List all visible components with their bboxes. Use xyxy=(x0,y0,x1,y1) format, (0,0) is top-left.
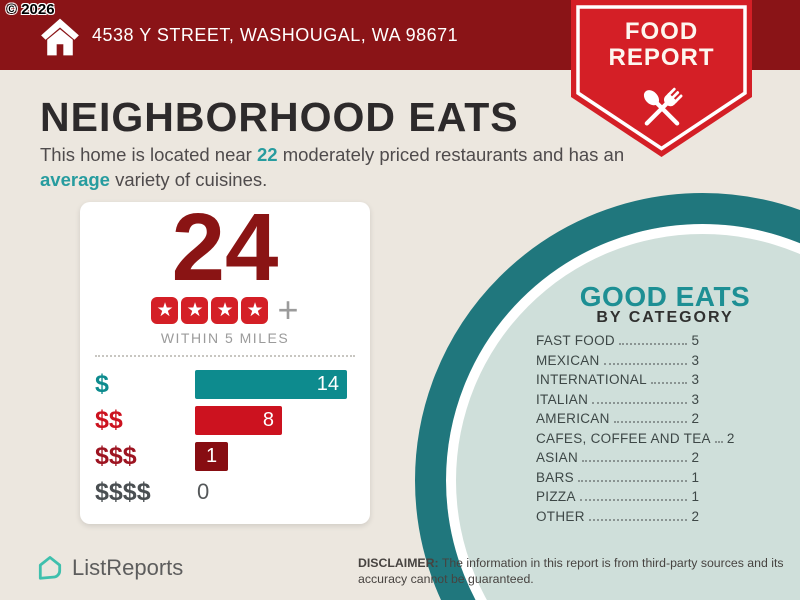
category-label: ITALIAN xyxy=(536,391,589,407)
food-report-badge: FOOD REPORT xyxy=(571,0,752,157)
category-row: MEXICAN 3 xyxy=(536,352,699,368)
category-row: PIZZA 1 xyxy=(536,490,699,504)
intro-post: variety of cuisines. xyxy=(115,168,268,190)
listreports-house-icon xyxy=(38,556,62,580)
category-count: 2 xyxy=(691,508,699,524)
category-row: FAST FOOD 5 xyxy=(536,334,699,348)
category-label: AMERICAN xyxy=(536,411,610,426)
radius-note: WITHIN 5 MILES xyxy=(160,330,290,346)
bar-fill: 1 xyxy=(195,441,228,471)
category-label: ASIAN xyxy=(536,450,579,465)
dotted-leader xyxy=(588,518,688,521)
bar-zone: 8 xyxy=(195,405,355,435)
category-count: 3 xyxy=(691,372,699,387)
price-bar-row: $$ 8 xyxy=(95,402,355,438)
category-label: INTERNATIONAL xyxy=(536,372,647,387)
page-title: NEIGHBORHOOD EATS xyxy=(40,94,519,140)
category-row: ASIAN 2 xyxy=(536,451,699,465)
intro-pre: This home is located near xyxy=(40,144,252,165)
category-count: 3 xyxy=(691,352,699,368)
disclaimer-label: DISCLAIMER: xyxy=(358,556,439,570)
category-label: PIZZA xyxy=(536,489,576,504)
restaurant-stat-card: 24 ★ ★ ★ ★ + WITHIN 5 MILES $14 $$ 8 $$$ 1 $$$$ 0 xyxy=(80,194,370,524)
price-tier-label: $$$ xyxy=(95,441,137,470)
intro-mid: moderately priced restaurants and has an xyxy=(282,144,625,165)
category-row: OTHER 2 xyxy=(536,508,699,524)
category-row: CAFES, COFFEE AND TEA 2 xyxy=(536,431,734,446)
category-row: AMERICAN 2 xyxy=(536,412,699,426)
category-count: 1 xyxy=(691,469,699,485)
category-label: BARS xyxy=(536,469,574,485)
disclaimer-body: The information in this report is from t… xyxy=(358,556,784,586)
total-restaurant-count: 24 xyxy=(171,194,279,301)
category-list: FAST FOOD 5 MEXICAN 3 INTERNATIONAL 3 ITALIAN 3… xyxy=(536,334,734,529)
property-address: 4538 Y STREET, WASHOUGAL, WA 98671 xyxy=(92,24,459,45)
badge-title-line1: FOOD xyxy=(624,18,699,45)
category-label: CAFES, COFFEE AND TEA xyxy=(536,430,711,446)
dotted-leader xyxy=(714,440,723,443)
good-eats-title: GOOD EATS xyxy=(579,281,751,312)
star-tile-icon: ★ xyxy=(241,296,269,324)
dashed-divider xyxy=(95,355,355,357)
plus-sign: + xyxy=(277,289,299,330)
star-tile-icon: ★ xyxy=(211,296,239,324)
variety-highlight: average xyxy=(40,168,110,190)
price-tier-label: $$$$ xyxy=(95,477,151,506)
star-tile-icon: ★ xyxy=(181,296,209,324)
category-row: INTERNATIONAL 3 xyxy=(536,373,699,387)
category-row: BARS 1 xyxy=(536,469,699,485)
good-eats-subtitle: BY CATEGORY xyxy=(596,309,734,326)
dotted-leader xyxy=(582,460,688,462)
category-count: 5 xyxy=(691,333,699,348)
bar-fill: 14 xyxy=(195,369,347,399)
category-count: 2 xyxy=(726,430,735,446)
category-count: 2 xyxy=(691,411,699,426)
star-rating: ★ ★ ★ ★ + xyxy=(80,289,370,330)
dotted-leader xyxy=(618,343,688,345)
dotted-leader xyxy=(603,362,688,365)
dotted-leader xyxy=(592,401,688,404)
badge-title-line2: REPORT xyxy=(608,44,715,71)
dotted-leader xyxy=(650,382,688,384)
intro-text: This home is located near 22 moderately … xyxy=(40,143,632,193)
spoon-fork-icon xyxy=(643,87,683,126)
restaurant-count: 22 xyxy=(256,144,278,165)
listreports-logo: ListReports xyxy=(36,554,183,582)
category-count: 2 xyxy=(691,450,699,465)
price-bar-row: $$$$ 0 xyxy=(95,474,355,510)
category-row: ITALIAN 3 xyxy=(536,391,699,407)
price-bar-row: $14 xyxy=(95,366,355,402)
listreports-wordmark: ListReports xyxy=(72,555,184,580)
price-tier-label: $$ xyxy=(95,405,123,434)
bar-zone: 0 xyxy=(195,478,355,507)
category-label: OTHER xyxy=(536,508,585,524)
price-bars: $14 $$ 8 $$$ 1 $$$$ 0 xyxy=(95,366,355,510)
bar-fill: 8 xyxy=(195,405,282,435)
bar-zone: 14 xyxy=(195,369,355,399)
disclaimer-text: DISCLAIMER: The information in this repo… xyxy=(358,556,800,588)
bar-zero-value: 0 xyxy=(197,478,210,504)
dotted-leader xyxy=(579,499,688,501)
dotted-leader xyxy=(613,421,688,423)
home-icon xyxy=(41,18,79,56)
badge-ribbon-shape xyxy=(571,0,752,157)
category-label: MEXICAN xyxy=(536,352,600,368)
dotted-leader xyxy=(577,479,688,482)
copyright-text: © 2026 xyxy=(6,1,55,18)
price-tier-label: $ xyxy=(95,369,109,398)
category-count: 3 xyxy=(691,391,699,407)
star-tile-icon: ★ xyxy=(151,296,179,324)
category-count: 1 xyxy=(691,489,699,504)
bar-zone: 1 xyxy=(195,441,355,471)
category-label: FAST FOOD xyxy=(536,333,615,348)
price-bar-row: $$$ 1 xyxy=(95,438,355,474)
